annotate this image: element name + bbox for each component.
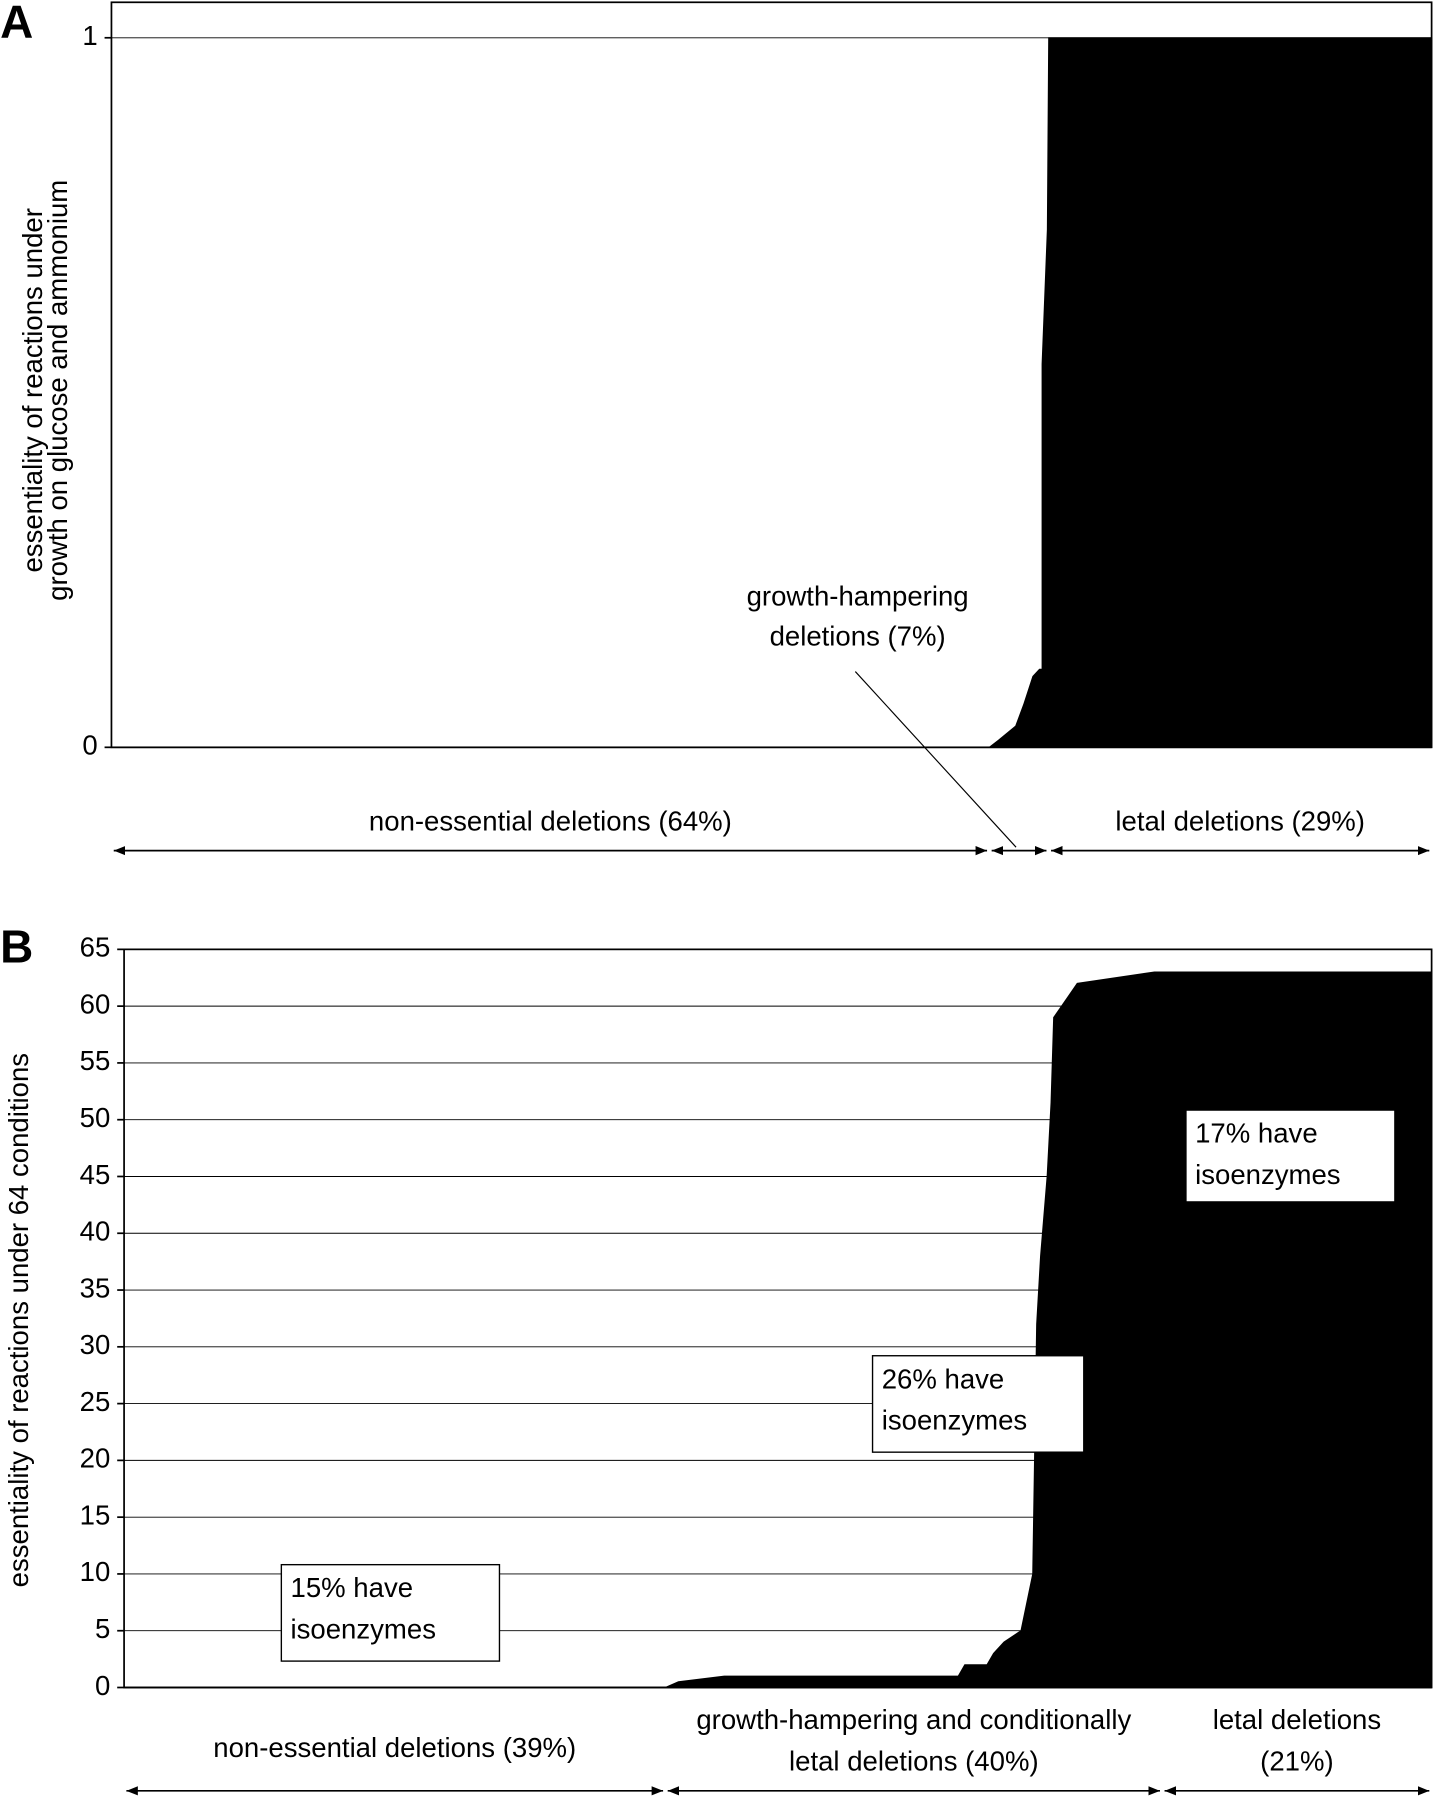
y-tick-label: 60: [80, 988, 111, 1019]
y-axis-label: essentiality of reactions under 64 condi…: [3, 1053, 34, 1587]
y-axis-label: essentiality of reactions under: [17, 208, 48, 572]
range-label: letal deletions (29%): [1115, 805, 1365, 836]
y-tick-label: 35: [80, 1272, 111, 1303]
annotation-box: [280, 1563, 501, 1662]
annotation: growth-hampering: [747, 580, 969, 611]
y-tick-label: 45: [80, 1159, 111, 1190]
annotation: 26% have: [882, 1363, 1005, 1394]
range-label: non-essential deletions (39%): [213, 1732, 576, 1763]
y-tick-label: 10: [80, 1556, 111, 1587]
annotation: isoenzymes: [882, 1405, 1027, 1436]
panel-label: A: [0, 0, 33, 47]
annotation: 15% have: [291, 1572, 414, 1603]
range-label: (21%): [1260, 1746, 1333, 1777]
y-axis-label: growth on glucose and ammonium: [42, 180, 73, 601]
annotation-box: [1185, 1109, 1396, 1203]
y-tick-label: 15: [80, 1499, 111, 1530]
range-label: letal deletions (40%): [789, 1746, 1039, 1777]
y-tick-label: 20: [80, 1443, 111, 1474]
y-tick-label: 40: [80, 1216, 111, 1247]
y-tick-label: 0: [82, 730, 97, 761]
annotation: deletions (7%): [770, 621, 946, 652]
area: [111, 37, 1433, 748]
leader-line: [854, 671, 1017, 848]
annotation: 17% have: [1195, 1118, 1318, 1149]
annotation: isoenzymes: [291, 1614, 436, 1645]
y-tick-label: 55: [80, 1045, 111, 1076]
y-tick-label: 5: [95, 1613, 110, 1644]
range-label: non-essential deletions (64%): [369, 805, 732, 836]
y-tick-label: 1: [82, 20, 97, 51]
annotation: isoenzymes: [1195, 1159, 1340, 1190]
range-label: letal deletions: [1213, 1704, 1381, 1735]
y-tick-label: 30: [80, 1329, 111, 1360]
y-tick-label: 0: [95, 1670, 110, 1701]
panel-label: B: [0, 921, 33, 973]
y-tick-label: 25: [80, 1386, 111, 1417]
y-tick-label: 65: [80, 932, 111, 963]
annotation-box: [871, 1355, 1085, 1453]
y-tick-label: 50: [80, 1102, 111, 1133]
range-label: growth-hampering and conditionally: [696, 1704, 1131, 1735]
